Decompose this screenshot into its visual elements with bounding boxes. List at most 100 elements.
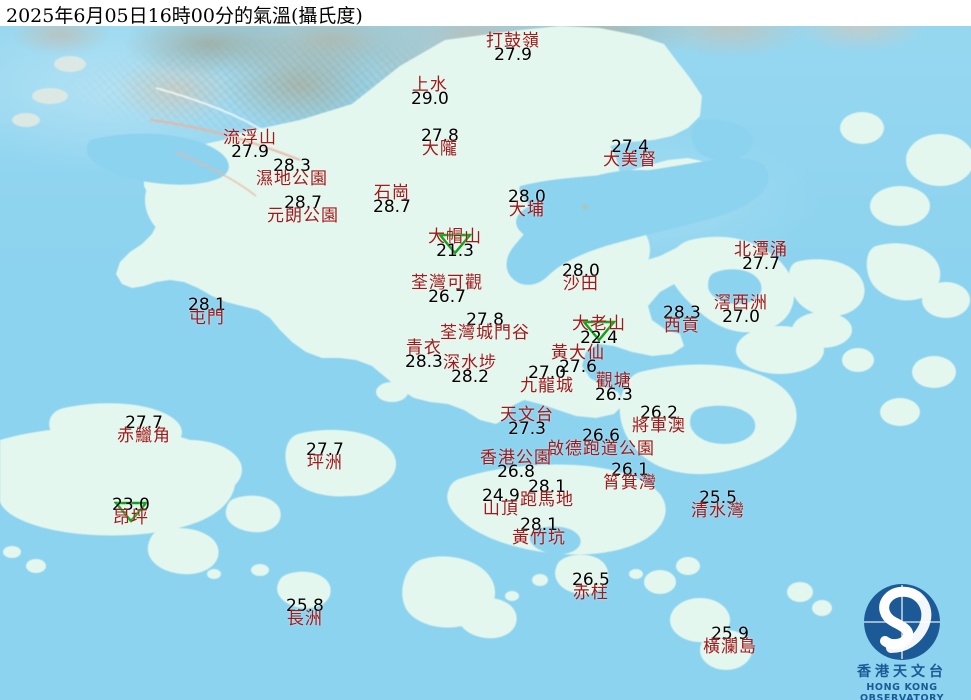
station-name: 屯門: [188, 308, 225, 328]
station-name: 山頂: [482, 499, 519, 519]
station-name: 大美督: [603, 150, 657, 170]
station-name: 九龍城: [520, 376, 574, 396]
station-name: 昂坪: [112, 508, 149, 528]
station-temperature: 28.7: [284, 193, 322, 213]
station-name: 清水灣: [691, 501, 745, 521]
station-temperature: 21.3: [436, 240, 474, 261]
station-name: 黃竹坑: [512, 528, 566, 548]
station-temperature: 28.1: [188, 295, 226, 315]
station-name: 元朗公園: [267, 206, 339, 226]
station-label: 沙田 28.0: [562, 263, 600, 293]
station-label: 北潭涌 27.7: [734, 239, 788, 274]
station-label: 筲箕灣 26.1: [603, 462, 657, 492]
station-temperature: 27.0: [528, 363, 566, 383]
station-name: 黃大仙: [551, 342, 605, 363]
station-label: 橫瀾島 25.9: [703, 626, 757, 656]
station-name: 香港公園: [480, 447, 552, 468]
station-label: 九龍城 27.0: [520, 365, 574, 395]
station-temperature: 28.0: [562, 261, 600, 281]
station-temperature: 28.7: [373, 196, 411, 217]
title-bar: 2025年6月05日16時00分的氣溫(攝氏度): [0, 0, 971, 27]
station-temperature: 27.6: [559, 356, 597, 377]
station-label: 香港公園 26.8: [480, 447, 552, 482]
station-label: 大埔 28.0: [508, 189, 546, 219]
station-name: 將軍澳: [632, 416, 686, 436]
station-temperature: 28.2: [451, 366, 489, 387]
station-temperature: 27.3: [508, 418, 546, 439]
station-name: 跑馬地: [520, 490, 574, 510]
hko-logo-en: HONG KONG OBSERVATORY: [859, 682, 945, 700]
station-temperature: 25.8: [286, 596, 324, 616]
station-label: 石崗 28.7: [373, 182, 411, 217]
station-temperature: 28.3: [405, 351, 443, 372]
station-name: 荃灣可觀: [411, 272, 483, 293]
station-name: 北潭涌: [734, 239, 788, 260]
station-name: 深水埗: [443, 352, 497, 373]
station-label: 大美督 27.4: [603, 139, 657, 169]
station-temperature: 27.7: [742, 253, 780, 274]
station-temperature: 26.5: [572, 570, 610, 590]
station-label: 大老山 22.4: [572, 315, 626, 347]
station-label: 深水埗 28.2: [443, 352, 497, 387]
station-temperature: 29.0: [411, 88, 449, 109]
station-temperature: 26.3: [595, 384, 633, 405]
station-temperature: 25.9: [711, 624, 749, 644]
station-label: 荃灣可觀 26.7: [411, 272, 483, 307]
station-label: 昂坪 23.0: [112, 497, 150, 527]
station-name: 滘西洲: [714, 292, 768, 313]
station-temperature: 26.8: [497, 461, 535, 482]
station-temperature: 27.8: [466, 310, 504, 330]
station-name: 長洲: [286, 609, 323, 629]
station-name: 濕地公園: [256, 169, 328, 189]
station-label: 打鼓嶺 27.9: [486, 32, 540, 65]
station-name: 赤鱲角: [117, 426, 171, 446]
station-name: 橫瀾島: [703, 637, 757, 657]
station-name: 啟德跑道公園: [547, 439, 655, 459]
station-name: 觀塘: [595, 370, 632, 391]
station-label: 黃竹坑 28.1: [512, 517, 566, 547]
station-name: 荃灣城門谷: [440, 323, 530, 343]
station-label: 坪洲 27.7: [306, 442, 344, 472]
station-label: 跑馬地 28.1: [520, 479, 574, 509]
station-label: 天文台 27.3: [500, 404, 554, 439]
station-name: 坪洲: [306, 453, 343, 473]
station-temperature: 24.9: [482, 486, 520, 506]
station-temperature: 27.9: [494, 44, 532, 65]
station-label: 青衣 28.3: [405, 337, 443, 372]
station-name: 石崗: [373, 182, 410, 203]
station-name: 大埔: [508, 200, 545, 220]
station-name: 大隴: [421, 139, 458, 159]
station-name: 沙田: [562, 274, 599, 294]
station-name: 筲箕灣: [603, 473, 657, 493]
station-label: 元朗公園 28.7: [267, 195, 339, 225]
station-label: 觀塘 26.3: [595, 370, 633, 405]
station-label: 大帽山 21.3: [428, 228, 482, 261]
station-label: 赤鱲角 27.7: [117, 415, 171, 445]
station-label: 山頂 24.9: [482, 488, 520, 518]
station-label: 啟德跑道公園 26.6: [547, 428, 655, 458]
hko-logo-cn: 香港天文台: [857, 664, 947, 680]
station-temperature: 27.7: [306, 440, 344, 460]
station-label: 清水灣 25.5: [691, 490, 745, 520]
hko-logo-mark: [864, 584, 940, 660]
station-label: 將軍澳 26.2: [632, 405, 686, 435]
station-temperature: 26.1: [611, 460, 649, 480]
station-temperature: 27.7: [125, 413, 163, 433]
station-name: 天文台: [500, 404, 554, 425]
station-label: 長洲 25.8: [286, 598, 324, 628]
station-label: 赤柱 26.5: [572, 572, 610, 602]
station-temperature: 27.0: [722, 306, 760, 327]
station-name: 赤柱: [572, 583, 609, 603]
station-label: 滘西洲 27.0: [714, 292, 768, 327]
station-temperature: 26.6: [582, 426, 620, 446]
hko-logo: 香港天文台 HONG KONG OBSERVATORY: [839, 582, 965, 700]
station-label: 濕地公園 28.3: [256, 158, 328, 188]
map-title: 2025年6月05日16時00分的氣溫(攝氏度): [6, 5, 363, 27]
station-temperature: 26.7: [428, 286, 466, 307]
station-name: 青衣: [405, 337, 442, 358]
station-name: 西貢: [663, 316, 700, 336]
station-label: 流浮山 27.9: [223, 129, 277, 161]
station-label: 大隴 27.8: [421, 128, 459, 158]
